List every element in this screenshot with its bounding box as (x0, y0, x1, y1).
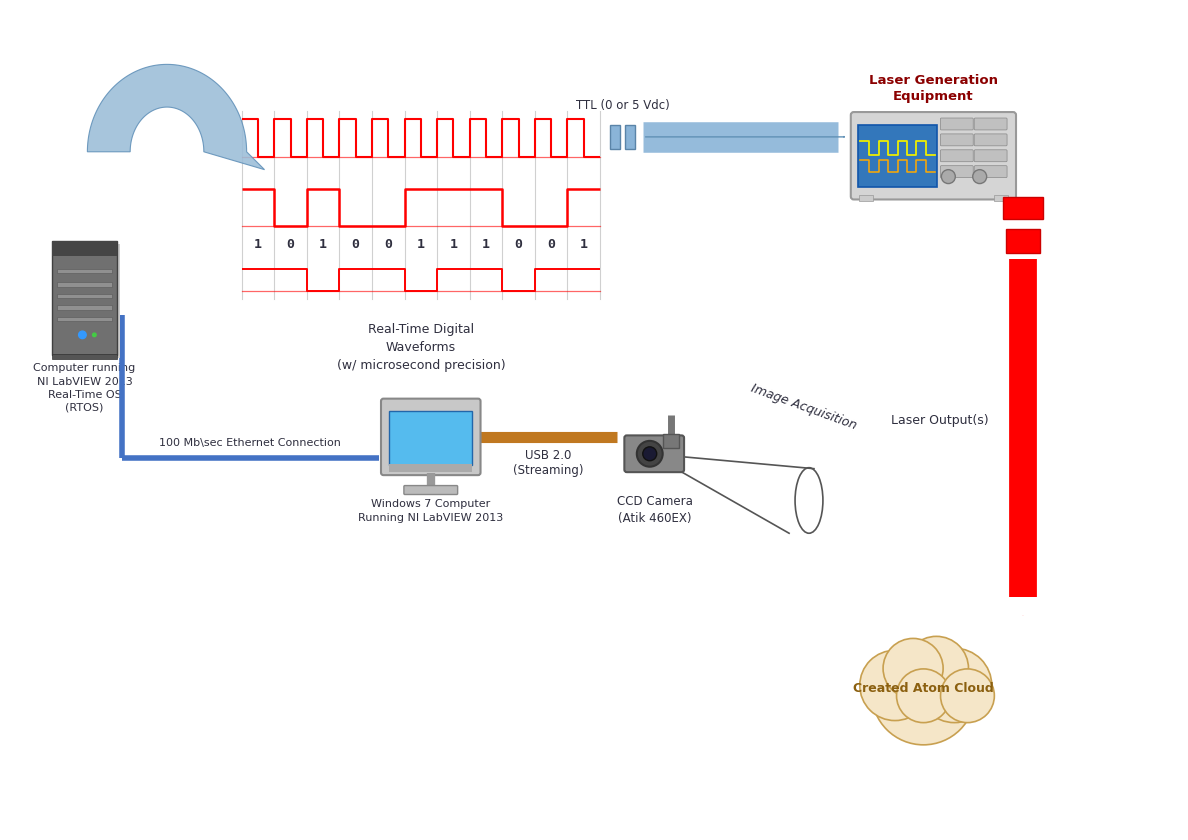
Text: 1: 1 (417, 238, 425, 250)
Circle shape (904, 637, 968, 701)
FancyBboxPatch shape (941, 134, 973, 146)
FancyBboxPatch shape (52, 241, 116, 256)
FancyBboxPatch shape (941, 165, 973, 177)
Text: 0: 0 (514, 238, 523, 250)
Text: Laser Output(s): Laser Output(s) (891, 413, 988, 427)
Circle shape (872, 642, 975, 745)
Polygon shape (88, 65, 265, 170)
FancyBboxPatch shape (1006, 229, 1040, 253)
Text: USB 2.0
(Streaming): USB 2.0 (Streaming) (513, 449, 583, 477)
Text: 1: 1 (580, 238, 588, 250)
FancyBboxPatch shape (57, 269, 112, 273)
Circle shape (643, 447, 657, 460)
Text: 0: 0 (548, 238, 555, 250)
FancyBboxPatch shape (57, 317, 112, 321)
Text: 0: 0 (286, 238, 295, 250)
Text: 0: 0 (352, 238, 360, 250)
Circle shape (897, 669, 950, 722)
FancyBboxPatch shape (625, 435, 684, 472)
FancyBboxPatch shape (390, 464, 472, 471)
Text: TTL (0 or 5 Vdc): TTL (0 or 5 Vdc) (576, 99, 670, 112)
Text: Computer running
NI LabVIEW 2013
Real-Time OS
(RTOS): Computer running NI LabVIEW 2013 Real-Ti… (33, 364, 135, 413)
FancyBboxPatch shape (974, 165, 1007, 177)
FancyBboxPatch shape (390, 411, 472, 465)
Circle shape (917, 648, 992, 722)
Text: Image Acquisition: Image Acquisition (750, 381, 859, 432)
FancyBboxPatch shape (941, 150, 973, 162)
FancyBboxPatch shape (941, 118, 973, 130)
Text: CCD Camera
(Atik 460EX): CCD Camera (Atik 460EX) (617, 495, 693, 524)
FancyBboxPatch shape (974, 134, 1007, 146)
Circle shape (860, 650, 930, 721)
Text: Windows 7 Computer
Running NI LabVIEW 2013: Windows 7 Computer Running NI LabVIEW 20… (358, 500, 504, 522)
FancyBboxPatch shape (57, 282, 112, 287)
FancyBboxPatch shape (609, 125, 620, 149)
FancyBboxPatch shape (974, 118, 1007, 130)
Circle shape (941, 669, 994, 722)
FancyBboxPatch shape (974, 150, 1007, 162)
FancyBboxPatch shape (625, 125, 634, 149)
FancyBboxPatch shape (55, 244, 120, 359)
Text: 1: 1 (320, 238, 327, 250)
FancyBboxPatch shape (663, 434, 678, 448)
Circle shape (78, 331, 87, 339)
Circle shape (941, 170, 955, 184)
FancyBboxPatch shape (851, 112, 1016, 199)
Text: 100 Mb\sec Ethernet Connection: 100 Mb\sec Ethernet Connection (159, 438, 341, 448)
Circle shape (883, 638, 943, 698)
FancyBboxPatch shape (52, 354, 116, 360)
Circle shape (93, 333, 96, 337)
FancyBboxPatch shape (52, 241, 116, 355)
Text: 1: 1 (482, 238, 489, 250)
Text: Laser Generation
Equipment: Laser Generation Equipment (868, 74, 998, 103)
FancyBboxPatch shape (1003, 197, 1043, 219)
FancyBboxPatch shape (858, 125, 937, 186)
Text: Created Atom Cloud: Created Atom Cloud (853, 682, 994, 695)
Circle shape (637, 441, 663, 467)
Text: 1: 1 (449, 238, 457, 250)
FancyBboxPatch shape (994, 196, 1009, 202)
Text: 0: 0 (384, 238, 392, 250)
FancyBboxPatch shape (404, 486, 457, 495)
Circle shape (973, 170, 987, 184)
Text: 1: 1 (254, 238, 261, 250)
Text: Real-Time Digital
Waveforms
(w/ microsecond precision): Real-Time Digital Waveforms (w/ microsec… (336, 323, 505, 371)
FancyBboxPatch shape (859, 196, 873, 202)
FancyBboxPatch shape (57, 305, 112, 310)
FancyBboxPatch shape (381, 399, 480, 475)
FancyBboxPatch shape (57, 294, 112, 298)
